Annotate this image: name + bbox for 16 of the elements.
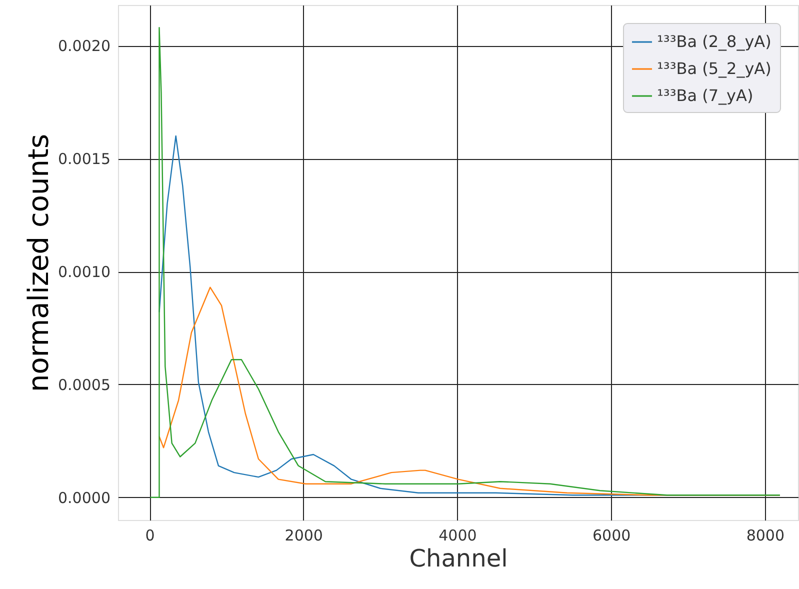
- legend-label: ¹³³Ba (2_8_yA): [657, 32, 772, 51]
- x-tick-label: 6000: [592, 526, 631, 544]
- legend-label: ¹³³Ba (7_yA): [657, 86, 754, 105]
- x-tick-label: 8000: [746, 526, 785, 544]
- y-axis-title: normalized counts: [22, 134, 56, 392]
- legend-label: ¹³³Ba (5_2_yA): [657, 59, 772, 78]
- y-tick-label: 0.0000: [58, 488, 110, 507]
- x-axis-title: Channel: [409, 544, 508, 572]
- y-tick-label: 0.0005: [58, 376, 110, 394]
- x-tick-label: 2000: [284, 526, 323, 544]
- y-tick-label: 0.0020: [58, 37, 110, 56]
- y-tick-label: 0.0015: [58, 150, 110, 168]
- line-series: [150, 26, 781, 498]
- x-tick-label: 4000: [438, 526, 477, 544]
- y-tick-label: 0.0010: [58, 263, 110, 282]
- x-tick-label: 0: [145, 526, 155, 544]
